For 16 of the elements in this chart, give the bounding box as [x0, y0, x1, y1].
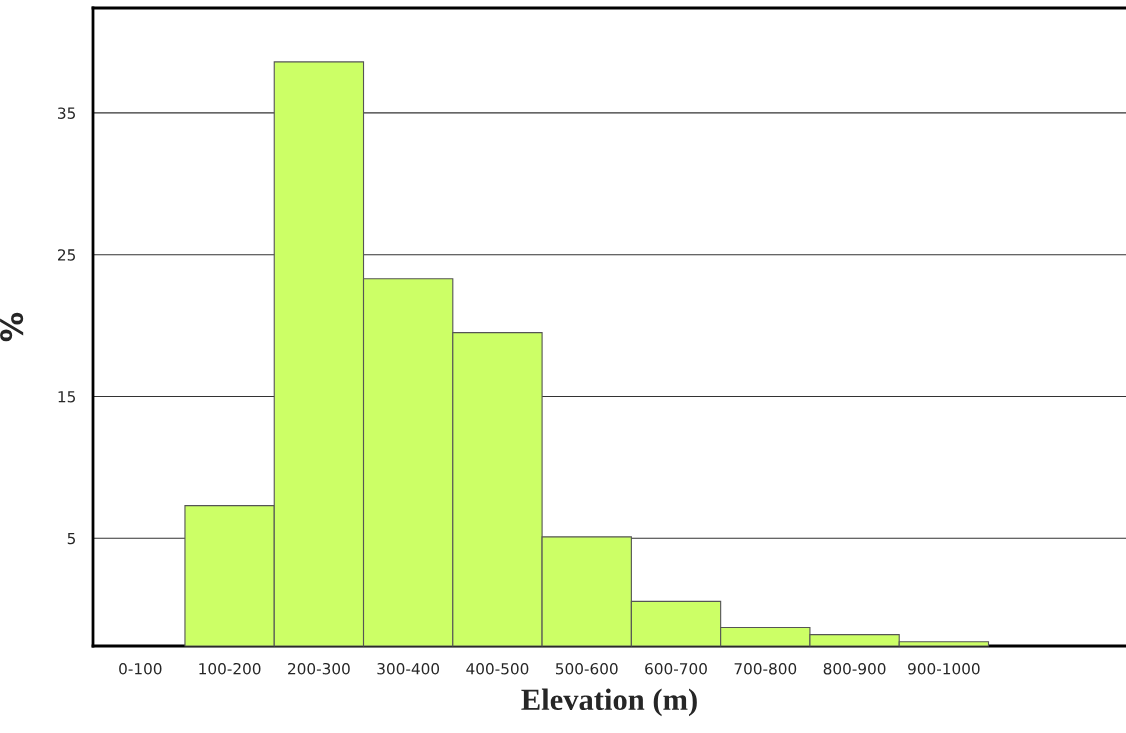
x-tick-label: 300-400	[377, 662, 440, 675]
x-axis-title: Elevation (m)	[521, 688, 697, 717]
x-tick-label: 200-300	[288, 662, 350, 675]
x-tick-label: 900-1000	[908, 662, 980, 675]
y-tick-label: 15	[58, 391, 75, 403]
y-tick-label: 25	[58, 249, 75, 261]
y-tick-label: 35	[58, 107, 75, 119]
x-tick-label: 0-100	[119, 662, 162, 675]
x-tick-label: 600-700	[645, 662, 707, 675]
y-tick-label: 5	[67, 532, 75, 545]
x-tick-label: 400-500	[466, 662, 529, 675]
y-axis-title: %	[0, 312, 24, 342]
x-tick-label: 700-800	[734, 662, 797, 675]
x-tick-label: 500-600	[555, 662, 618, 675]
x-tick-label: 100-200	[199, 662, 261, 675]
x-tick-label: 800-900	[823, 662, 886, 675]
